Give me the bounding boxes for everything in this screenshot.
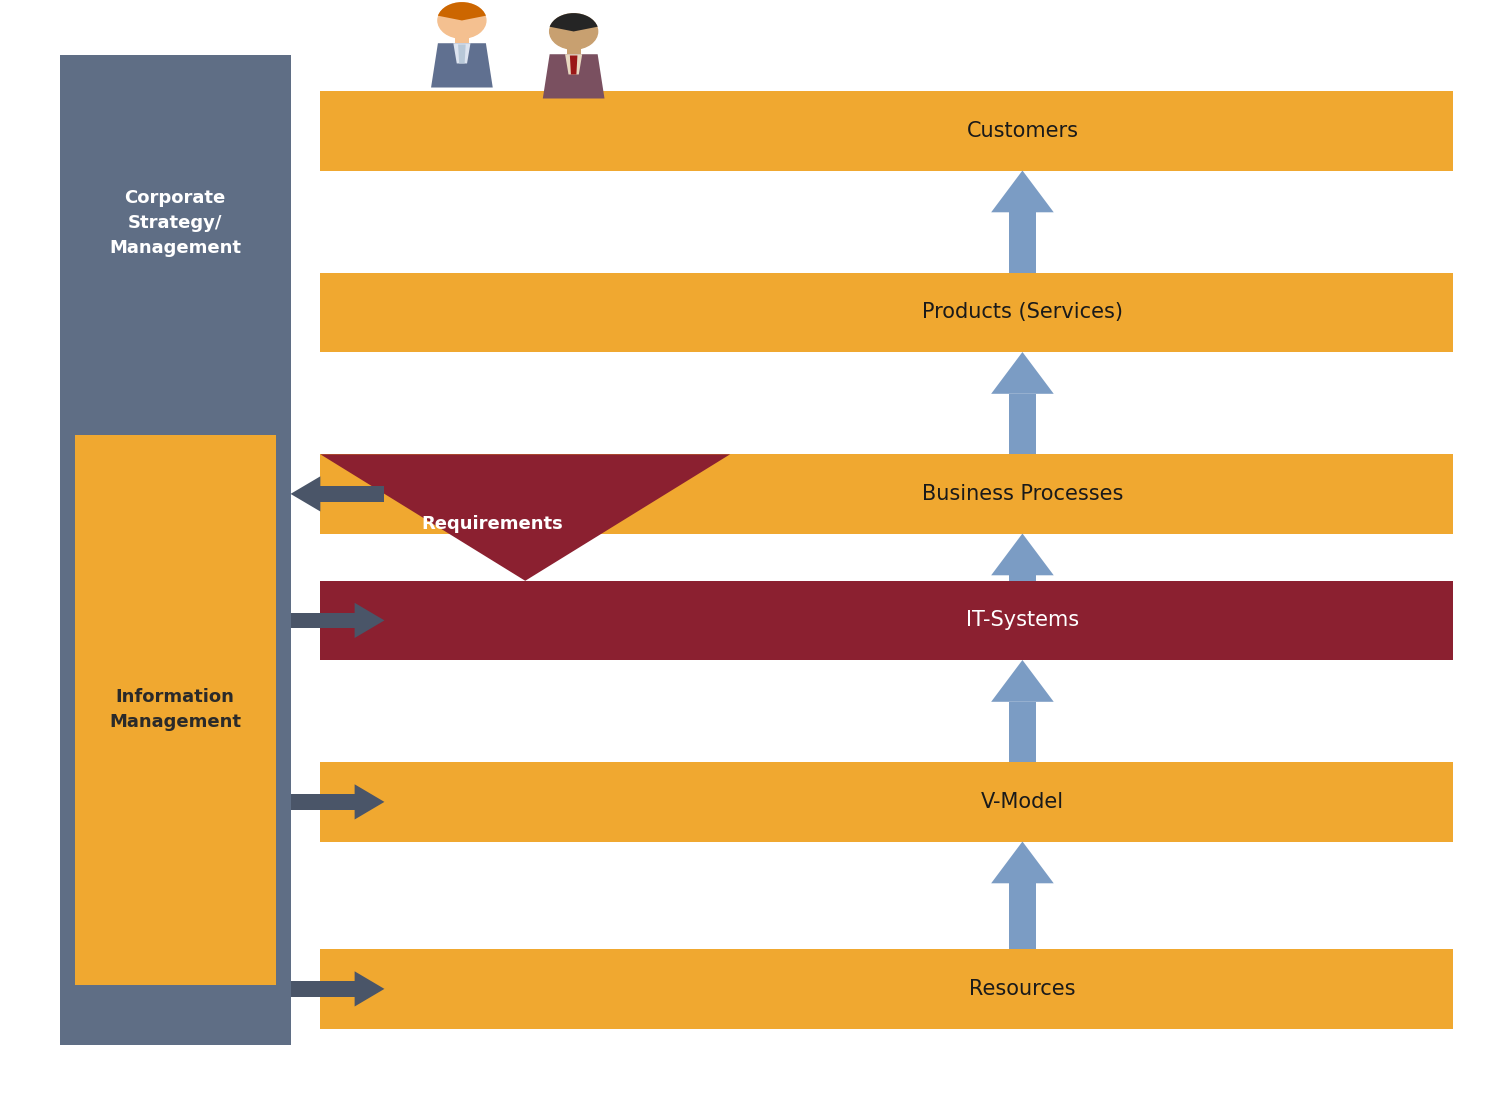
Bar bbox=[320, 949, 1453, 1028]
Text: Products (Services): Products (Services) bbox=[922, 302, 1123, 322]
Bar bbox=[1009, 394, 1036, 454]
Text: Corporate
Strategy/
Management: Corporate Strategy/ Management bbox=[109, 189, 241, 257]
Text: IT-Systems: IT-Systems bbox=[966, 610, 1079, 630]
Polygon shape bbox=[457, 44, 466, 64]
Bar bbox=[320, 273, 1453, 352]
Bar bbox=[1009, 702, 1036, 762]
Polygon shape bbox=[320, 454, 730, 581]
Polygon shape bbox=[569, 55, 578, 75]
Text: Business Processes: Business Processes bbox=[922, 484, 1123, 504]
Bar bbox=[320, 486, 384, 502]
Polygon shape bbox=[542, 54, 605, 99]
Text: V-Model: V-Model bbox=[980, 792, 1064, 812]
Wedge shape bbox=[438, 2, 486, 21]
Text: Customers: Customers bbox=[967, 121, 1079, 141]
Bar bbox=[320, 581, 1453, 660]
Bar bbox=[291, 794, 355, 810]
Polygon shape bbox=[991, 170, 1053, 212]
Polygon shape bbox=[355, 603, 384, 638]
Circle shape bbox=[550, 13, 597, 50]
Polygon shape bbox=[991, 842, 1053, 883]
Bar bbox=[566, 46, 581, 54]
Bar bbox=[320, 762, 1453, 842]
Polygon shape bbox=[355, 784, 384, 820]
Polygon shape bbox=[453, 43, 471, 64]
Bar bbox=[1009, 575, 1036, 581]
Bar bbox=[74, 434, 276, 984]
Bar bbox=[1009, 212, 1036, 273]
Circle shape bbox=[438, 2, 486, 39]
Polygon shape bbox=[565, 54, 583, 75]
Polygon shape bbox=[991, 352, 1053, 394]
Bar bbox=[60, 55, 291, 1045]
Bar bbox=[320, 454, 1453, 534]
Bar bbox=[1009, 883, 1036, 949]
Polygon shape bbox=[991, 660, 1053, 702]
Bar bbox=[454, 35, 469, 43]
Text: Resources: Resources bbox=[968, 979, 1076, 999]
Text: Requirements: Requirements bbox=[422, 515, 563, 532]
Bar bbox=[291, 613, 355, 628]
Bar bbox=[320, 91, 1453, 170]
Bar bbox=[291, 981, 355, 997]
Polygon shape bbox=[291, 476, 320, 512]
Polygon shape bbox=[991, 534, 1053, 575]
Wedge shape bbox=[550, 13, 597, 32]
Polygon shape bbox=[355, 971, 384, 1006]
Text: Information
Management: Information Management bbox=[109, 688, 241, 732]
Polygon shape bbox=[431, 43, 493, 88]
